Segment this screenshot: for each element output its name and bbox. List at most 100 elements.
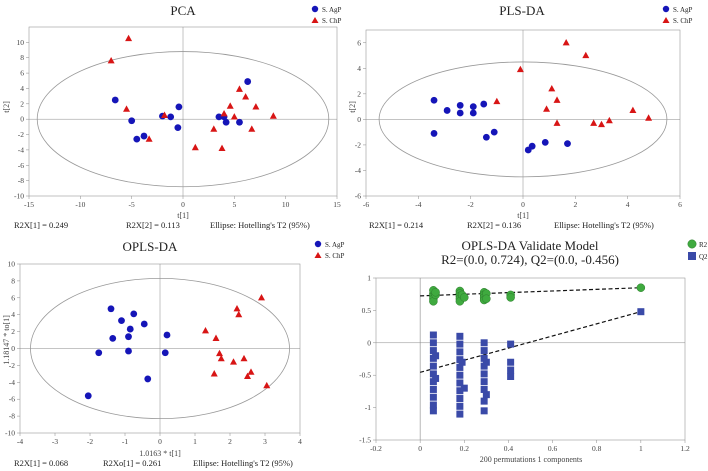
oplsda-footer-3: Ellipse: Hotelling's T2 (95%) [193, 458, 293, 468]
oplsda-xtick-label: -4 [17, 437, 23, 446]
validate-q2-point [460, 384, 468, 392]
plsda-title: PLS-DA [499, 3, 545, 18]
oplsda-xtick-label: -3 [52, 437, 58, 446]
pca-s-chp-point [161, 111, 169, 118]
pca-s-agp-point [133, 135, 141, 143]
validate-q2-point [480, 407, 488, 415]
validate-q2-point [429, 362, 437, 370]
validate-r2-point [431, 288, 440, 297]
pca-s-chp-point [269, 112, 277, 119]
plsda-legend-agp-label: S. AgP [673, 6, 693, 14]
oplsda-legend-chp-marker [314, 252, 322, 258]
validate-q2-point [480, 354, 488, 362]
validate-q2-point [458, 358, 466, 366]
pca-xtick-label: 10 [282, 200, 290, 209]
plsda-s-chp-point [605, 116, 613, 124]
oplsda-s-agp-point [95, 349, 103, 357]
pca-s-chp-point [218, 144, 226, 151]
validate-q2-point [456, 332, 464, 340]
pca-ytick-label: -2 [18, 130, 24, 139]
pca-xtick-label: 0 [181, 200, 185, 209]
validate-q2-point [480, 378, 488, 386]
oplsda-s-agp-point [163, 331, 171, 339]
validate-q2-point [480, 339, 488, 347]
plsda-xtick-label: 0 [521, 200, 525, 209]
validate-q2-point [507, 340, 515, 348]
validate-ytick-label: -1 [365, 403, 371, 412]
oplsda-xtick-label: 1 [193, 437, 197, 446]
pca-s-agp-point [174, 124, 182, 132]
plsda-ytick-label: -6 [355, 192, 361, 201]
oplsda-ytick-label: 2 [11, 327, 15, 336]
validate-title: OPLS-DA Validate Model [462, 238, 599, 253]
oplsda-s-chp-point [263, 381, 271, 389]
validate-q2-point [456, 371, 464, 379]
oplsda-s-chp-point [233, 304, 241, 312]
plsda-s-agp-point [469, 103, 477, 111]
validate-xtick-label: 1 [639, 444, 643, 453]
plsda-s-agp-point [430, 96, 438, 104]
validate-ytick-label: 0 [367, 338, 371, 347]
oplsda-ylabel: 1.18147 * to[1] [2, 315, 11, 365]
validate-xtick-label: 0 [418, 444, 422, 453]
oplsda-legend-agp-label: S. AgP [325, 241, 345, 249]
oplsda-s-agp-point [125, 347, 132, 355]
pca-legend-chp-label: S. ChP [322, 17, 342, 25]
plsda-xtick-label: -4 [415, 200, 421, 209]
pca-s-agp-point [128, 117, 136, 125]
validate-q2-point [456, 363, 464, 371]
pca-ytick-label: 0 [20, 115, 24, 124]
validate-panel: OPLS-DA Validate Model R2=(0.0, 0.724), … [441, 238, 708, 464]
validate-q2-point [482, 358, 490, 366]
pca-s-chp-point [125, 34, 133, 42]
plsda-s-chp-point [590, 119, 598, 126]
plsda-s-agp-point [469, 109, 477, 117]
plsda-ytick-label: 2 [357, 89, 361, 98]
plsda-s-agp-point [482, 133, 490, 141]
pca-s-agp-point [215, 113, 223, 121]
plsda-footer-1: R2X[1] = 0.214 [369, 220, 424, 230]
pca-footer-3: Ellipse: Hotelling's T2 (95%) [210, 220, 310, 230]
validate-q2-point [456, 348, 464, 356]
oplsda-hotelling-ellipse [30, 277, 290, 420]
pca-s-chp-point [210, 125, 218, 132]
validate-q2-point [429, 385, 437, 393]
oplsda-s-chp-point [202, 326, 209, 334]
validate-q2-point [432, 352, 440, 360]
pca-xtick-label: 5 [232, 200, 236, 209]
oplsda-ytick-label: 4 [11, 310, 15, 319]
pca-legend-chp-marker [311, 17, 319, 23]
pca-s-chp-point [235, 85, 243, 92]
plsda-panel: PLS-DA t[1] t[2] R2X[1] = 0.214 R2X[2] =… [348, 3, 693, 230]
oplsda-panel: OPLS-DA 1.0163 * t[1] 1.18147 * to[1] R2… [2, 239, 345, 468]
oplsda-s-agp-point [144, 375, 152, 383]
validate-q2-point [429, 401, 437, 409]
validate-xtick-label: 0.8 [592, 444, 602, 453]
pca-s-chp-point [252, 103, 260, 110]
validate-q2-point [429, 407, 437, 415]
validate-ytick-label: 0.5 [362, 306, 372, 315]
validate-legend: R2 Q2 [687, 239, 708, 261]
plsda-legend-chp-marker [662, 17, 670, 23]
validate-q2-point [480, 370, 488, 378]
plsda-s-agp-point [443, 107, 451, 114]
oplsda-s-agp-point [118, 317, 125, 325]
plsda-xtick-label: -2 [468, 200, 474, 209]
validate-q2-point [456, 387, 464, 395]
validate-q2-point [480, 397, 488, 405]
oplsda-s-agp-point [109, 334, 117, 342]
plsda-s-agp-point [456, 109, 464, 117]
pca-legend: S. AgP S. ChP [311, 5, 342, 25]
pca-s-chp-point [242, 93, 250, 100]
oplsda-xtick-label: 3 [263, 437, 267, 446]
pca-s-chp-point [248, 125, 256, 132]
plsda-s-chp-point [543, 105, 551, 112]
validate-q2-point [507, 372, 515, 380]
pca-hotelling-ellipse [36, 51, 330, 188]
pca-legend-agp-marker [311, 5, 319, 13]
oplsda-xtick-label: -1 [122, 437, 128, 446]
validate-ytick-label: -1.5 [359, 436, 371, 445]
oplsda-s-chp-point [244, 372, 251, 379]
pca-s-agp-point [175, 103, 183, 111]
